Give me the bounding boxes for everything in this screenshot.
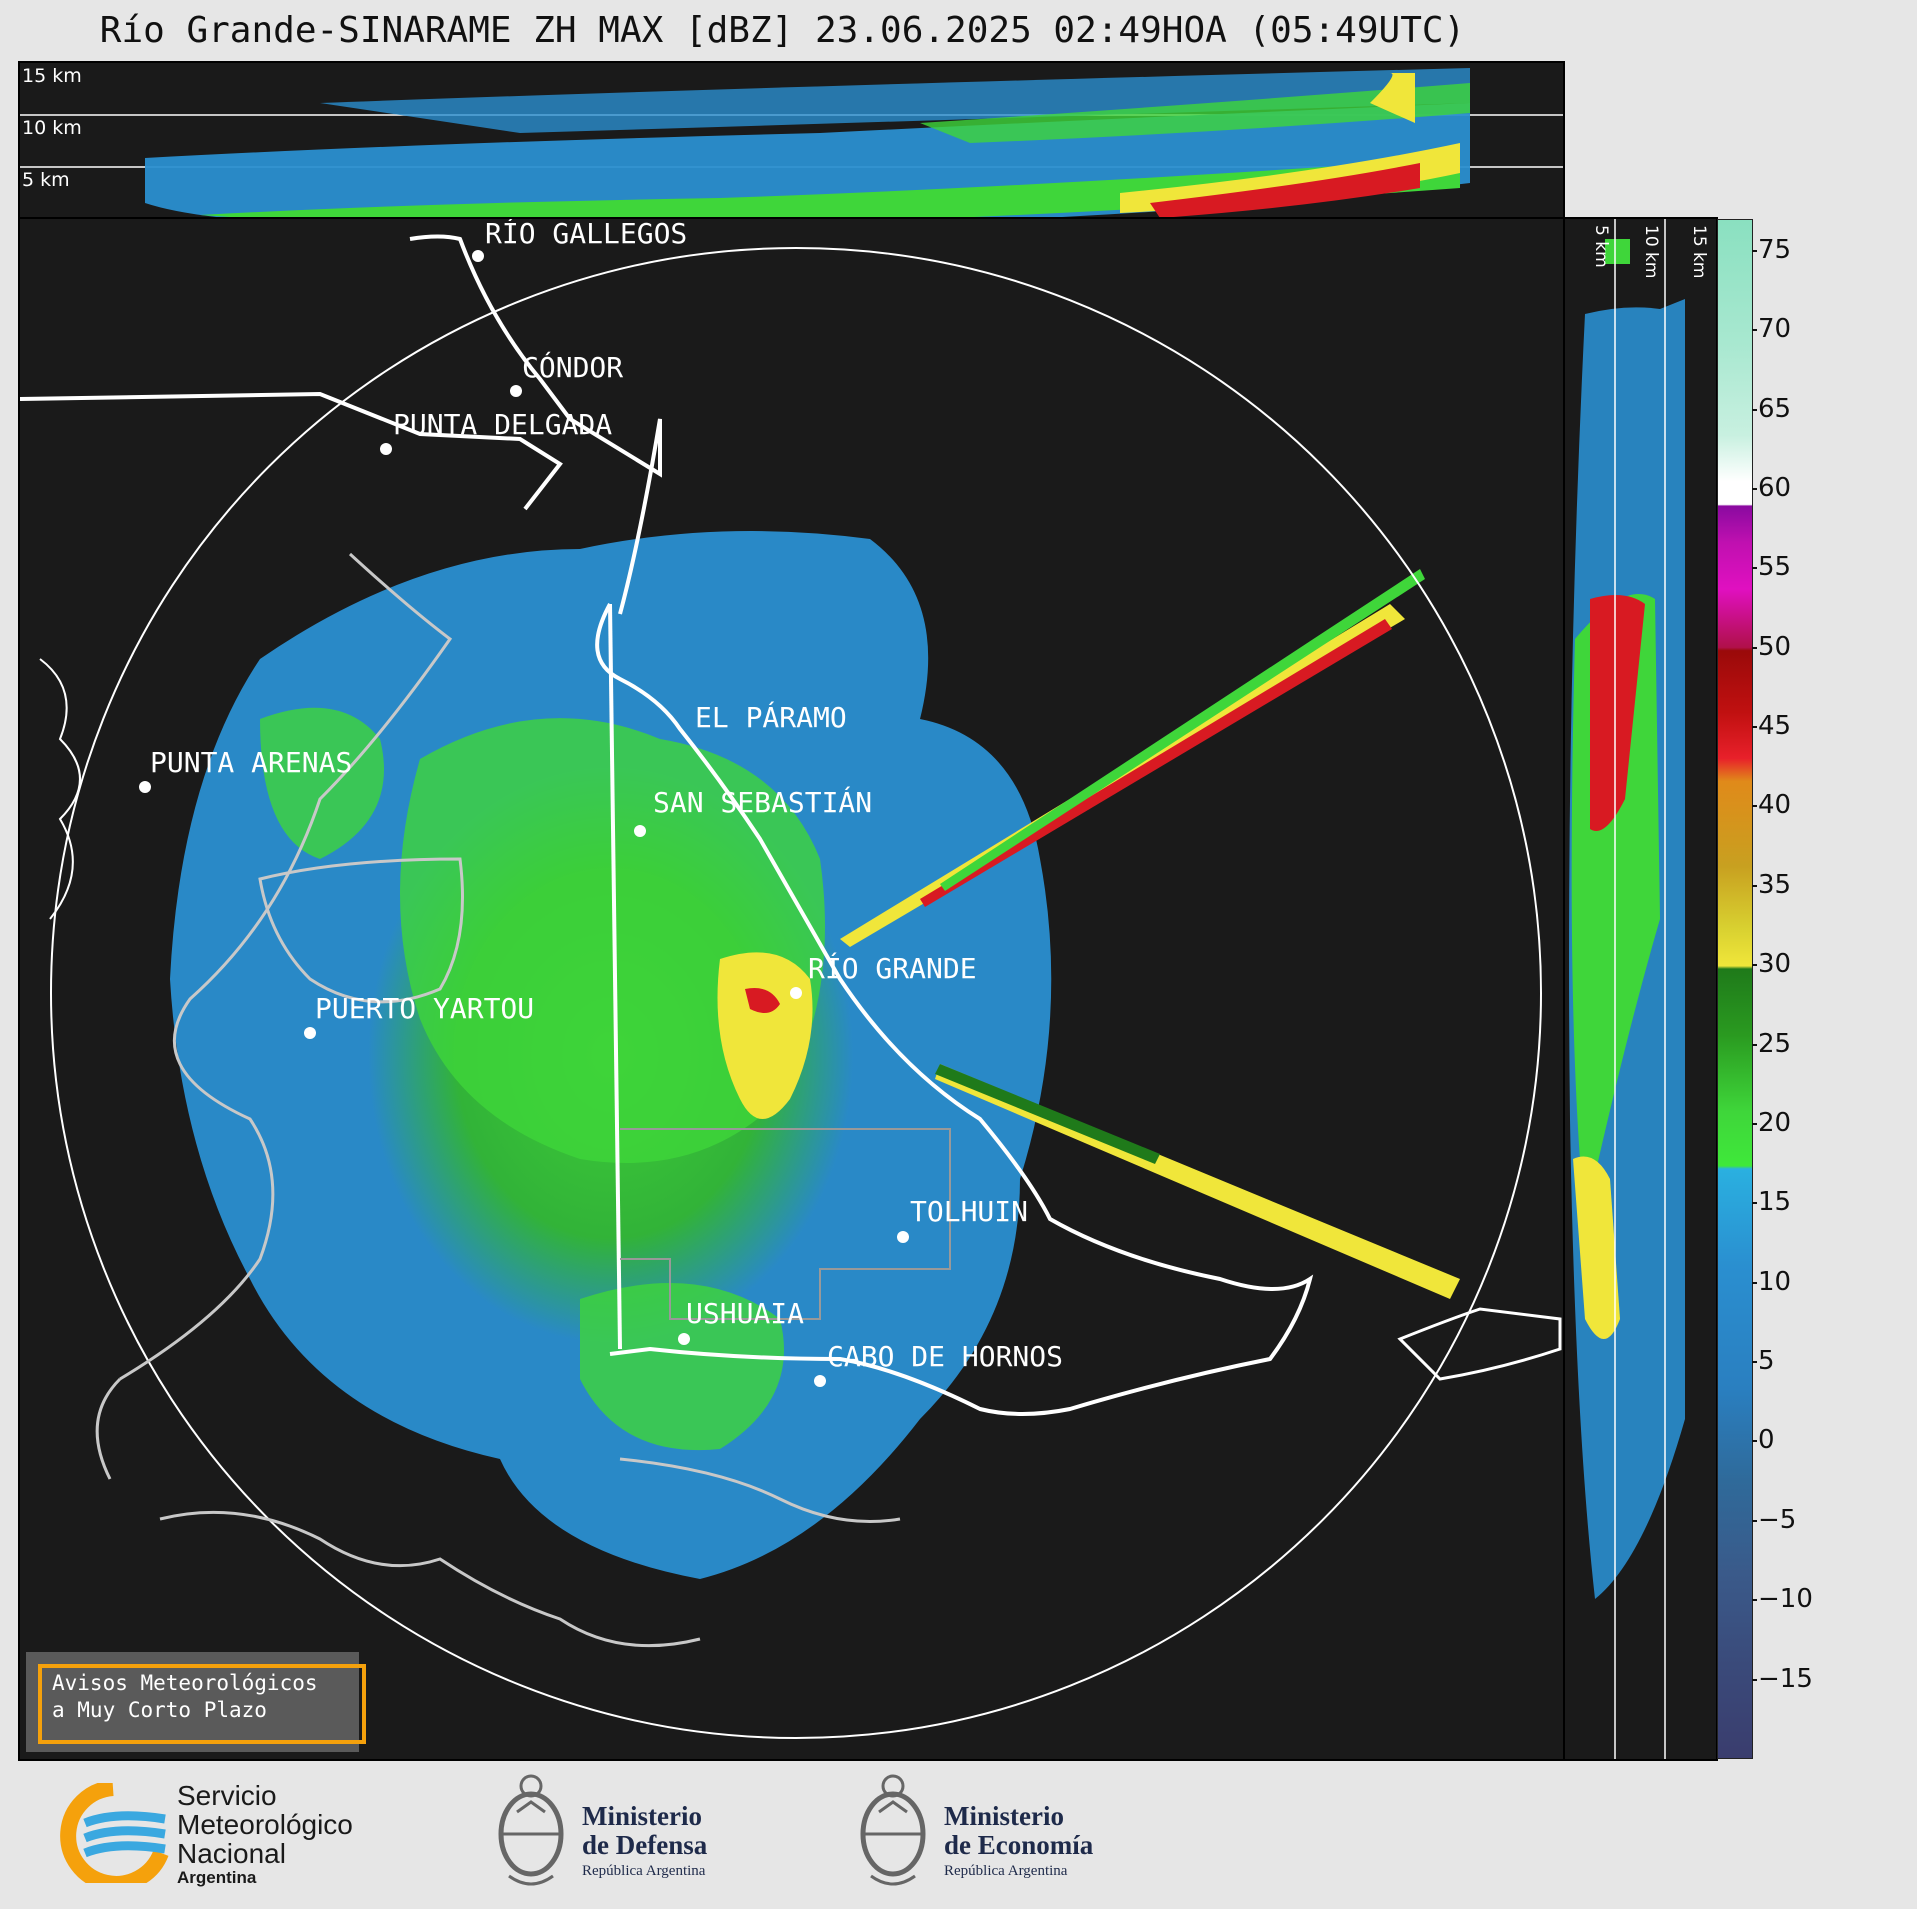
colorbar-tick: −15 [1752,1663,1813,1694]
colorbar-tick: 35 [1751,869,1792,900]
city-dot-rio-gallegos [472,250,484,262]
top-alt-label-10: 10 km [22,117,82,139]
economia-line-3: República Argentina [944,1863,1068,1879]
aviso-box[interactable]: Avisos Meteorológicos a Muy Corto Plazo [26,1652,366,1752]
top-alt-label-15: 15 km [22,65,82,87]
city-label-condor: CÓNDOR [522,350,623,384]
radar-map-panel[interactable]: RÍO GALLEGOS CÓNDOR PUNTA DELGADA PUNTA … [18,217,1565,1761]
colorbar-tick: −10 [1752,1584,1813,1615]
city-label-el-paramo: EL PÁRAMO [695,700,847,734]
colorbar-tick: −5 [1751,1504,1797,1535]
smn-line-1: Servicio [177,1780,277,1811]
dbz-colorbar [1717,219,1753,1759]
top-alt-label-5: 5 km [22,169,70,191]
defensa-line-1: Ministerio [582,1801,702,1831]
defensa-line-3: República Argentina [582,1863,706,1879]
side-alt-label-5: 5 km [1591,225,1611,268]
colorbar-tick: 10 [1751,1266,1792,1297]
top-profile-graphic [20,68,1563,217]
smn-logo-icon [60,1783,169,1883]
city-label-punta-arenas: PUNTA ARENAS [150,746,352,779]
side-profile-graphic [1569,219,1685,1759]
smn-line-2: Meteorológico [177,1809,353,1840]
side-vertical-profile-panel: 5 km 10 km 15 km [1563,217,1718,1761]
city-dot-cabo-de-hornos [814,1375,826,1387]
aviso-line-2: a Muy Corto Plazo [52,1698,267,1722]
smn-logo-text: Servicio Meteorológico Nacional Argentin… [177,1781,353,1888]
defensa-logo-text: Ministerio de Defensa República Argentin… [582,1802,707,1882]
colorbar-tick: 45 [1751,711,1792,742]
smn-line-4: Argentina [177,1868,257,1887]
city-label-cabo-de-hornos: CABO DE HORNOS [827,1340,1063,1373]
colorbar-tick: 15 [1751,1187,1792,1218]
colorbar-tick: 30 [1751,949,1792,980]
city-dot-punta-arenas [139,781,151,793]
city-dot-tolhuin [897,1231,909,1243]
city-dot-rio-grande [790,987,802,999]
city-dot-san-sebastian [634,825,646,837]
colorbar-tick: 0 [1752,1425,1775,1456]
colorbar-tick: 5 [1752,1346,1775,1377]
colorbar-tick: 60 [1751,472,1792,503]
city-label-san-sebastian: SAN SEBASTIÁN [653,785,872,819]
economia-logo-text: Ministerio de Economía República Argenti… [944,1802,1093,1882]
economia-line-2: de Economía [944,1830,1094,1860]
aviso-line-1: Avisos Meteorológicos [52,1671,318,1695]
city-label-puerto-yartou: PUERTO YARTOU [315,992,534,1025]
colorbar-tick: 70 [1751,314,1792,345]
city-label-punta-delgada: PUNTA DELGADA [393,408,612,441]
colorbar-tick: 50 [1751,631,1792,662]
side-alt-label-10: 10 km [1641,225,1661,279]
economia-line-1: Ministerio [944,1801,1064,1831]
radar-map-graphic: RÍO GALLEGOS CÓNDOR PUNTA DELGADA PUNTA … [20,219,1562,1739]
city-dot-punta-delgada [380,443,392,455]
defensa-line-2: de Defensa [582,1830,708,1860]
national-shield-icon [860,1774,926,1886]
smn-line-3: Nacional [177,1838,286,1869]
national-shield-icon [498,1774,564,1886]
colorbar-tick: 20 [1751,1107,1792,1138]
colorbar-tick: 40 [1751,790,1792,821]
top-vertical-profile-panel: 15 km 10 km 5 km [18,61,1565,219]
colorbar-tick: 75 [1751,234,1792,265]
city-label-tolhuin: TOLHUIN [910,1195,1028,1228]
map-title: Río Grande-SINARAME ZH MAX [dBZ] 23.06.2… [99,10,1466,51]
city-dot-condor [510,385,522,397]
colorbar-tick: 25 [1751,1028,1792,1059]
city-label-rio-gallegos: RÍO GALLEGOS [485,219,687,250]
city-label-ushuaia: USHUAIA [686,1297,804,1330]
aviso-button[interactable]: Avisos Meteorológicos a Muy Corto Plazo [38,1664,366,1744]
colorbar-tick: 65 [1751,393,1792,424]
city-label-rio-grande: RÍO GRANDE [808,951,977,985]
city-dot-puerto-yartou [304,1027,316,1039]
colorbar-tick: 55 [1751,552,1792,583]
side-alt-label-15: 15 km [1689,225,1709,279]
city-dot-ushuaia [678,1333,690,1345]
